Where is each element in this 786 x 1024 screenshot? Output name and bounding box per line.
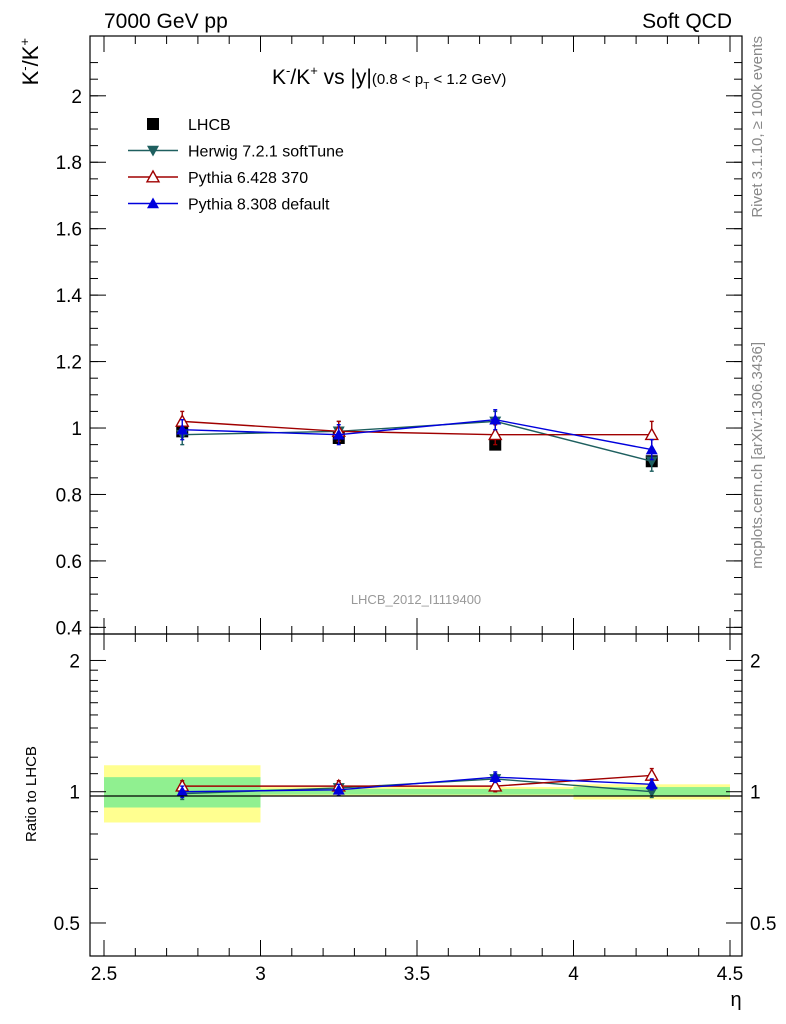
ratio-series-group: [175, 767, 659, 801]
main-data-point: [488, 427, 503, 441]
legend-marker: [147, 197, 159, 209]
main-series-pythia6: [175, 410, 659, 449]
main-y-tick-label: 0.8: [56, 485, 82, 506]
x-tick-label: 4: [568, 964, 579, 985]
main-y-tick-label: 1.2: [56, 353, 82, 374]
main-data-point: [645, 443, 658, 455]
main-data-point: [645, 456, 658, 468]
main-y-axis-label: K-/K+: [17, 38, 43, 85]
main-series-herwig: [176, 410, 658, 472]
mcplots-label: mcplots.cern.ch [arXiv:1306.3436]: [749, 342, 766, 569]
ratio-data-point: [645, 786, 658, 798]
ratio-y-tick-label-right: 0.5: [750, 914, 776, 935]
main-y-tick-label: 2: [71, 87, 82, 108]
ratio-y-tick-label-right: 1: [750, 783, 761, 804]
main-series-group: [175, 409, 659, 472]
legend-item-pythia8: Pythia 8.308 default: [128, 197, 330, 214]
x-tick-label: 2.5: [91, 964, 117, 985]
x-tick-label: 3: [255, 964, 266, 985]
ratio-data-point: [645, 778, 658, 790]
legend-label: Pythia 6.428 370: [188, 170, 308, 187]
ratio-data-point: [489, 771, 502, 782]
main-series-line: [182, 419, 652, 451]
header-collision-label: 7000 GeV pp: [104, 10, 228, 33]
main-data-point: [489, 413, 502, 425]
ratio-axis-ticks: 0.5 0.5 1 1 2 2 2.5 3 3.5 4 4.5: [54, 634, 776, 985]
ratio-data-point: [332, 783, 345, 795]
legend-item-pythia6: Pythia 6.428 370: [128, 169, 308, 187]
main-data-point: [176, 423, 189, 435]
main-y-tick-label: 0.6: [56, 552, 82, 573]
main-series-pythia8: [176, 409, 658, 461]
ratio-series-line: [182, 776, 652, 793]
legend-label: LHCB: [188, 117, 231, 134]
ratio-y-tick-label: 0.5: [54, 914, 80, 935]
legend-label: Pythia 8.308 default: [188, 197, 330, 214]
ratio-y-axis-label: Ratio to LHCB: [23, 746, 40, 842]
main-plot-title: K-/K+ vs |y|(0.8 < pT < 1.2 GeV): [272, 63, 506, 92]
x-tick-label: 4.5: [717, 964, 743, 985]
x-tick-label: 3.5: [404, 964, 430, 985]
legend-marker: [147, 145, 159, 157]
ratio-y-tick-label: 2: [69, 651, 80, 672]
legend-item-herwig: Herwig 7.2.1 softTune: [128, 144, 344, 161]
main-y-tick-label: 1.6: [56, 220, 82, 241]
x-axis-label: η: [730, 989, 741, 1011]
main-series-line: [182, 420, 652, 462]
ratio-plot-frame: [89, 633, 743, 957]
legend-label: Herwig 7.2.1 softTune: [188, 144, 344, 161]
ratio-data-point: [488, 778, 503, 792]
main-y-tick-label: 1: [71, 419, 82, 440]
legend-item-lhcb: LHCB: [147, 117, 231, 134]
ratio-y-tick-label: 1: [69, 783, 80, 804]
legend-marker: [147, 118, 159, 130]
main-axis-ticks: 0.4 0.6 0.8 1 1.2 1.4 1.6 1.8 2: [56, 36, 742, 639]
main-y-tick-label: 1.4: [56, 286, 83, 307]
title-cut: (0.8 < p: [372, 71, 423, 88]
main-data-point: [332, 428, 345, 440]
ratio-data-point: [176, 785, 189, 797]
header-category-label: Soft QCD: [642, 10, 732, 33]
legend: LHCB Herwig 7.2.1 softTune Pythia 6.428 37…: [128, 117, 344, 214]
analysis-watermark: LHCB_2012_I1119400: [351, 592, 481, 607]
main-y-tick-label: 1.8: [56, 153, 82, 174]
legend-marker: [145, 169, 161, 183]
ratio-y-tick-label-right: 2: [750, 651, 761, 672]
rivet-label: Rivet 3.1.10, ≥ 100k events: [749, 36, 766, 218]
main-y-tick-label: 0.4: [56, 618, 83, 639]
ratio-uncertainty-bands: [104, 765, 730, 823]
